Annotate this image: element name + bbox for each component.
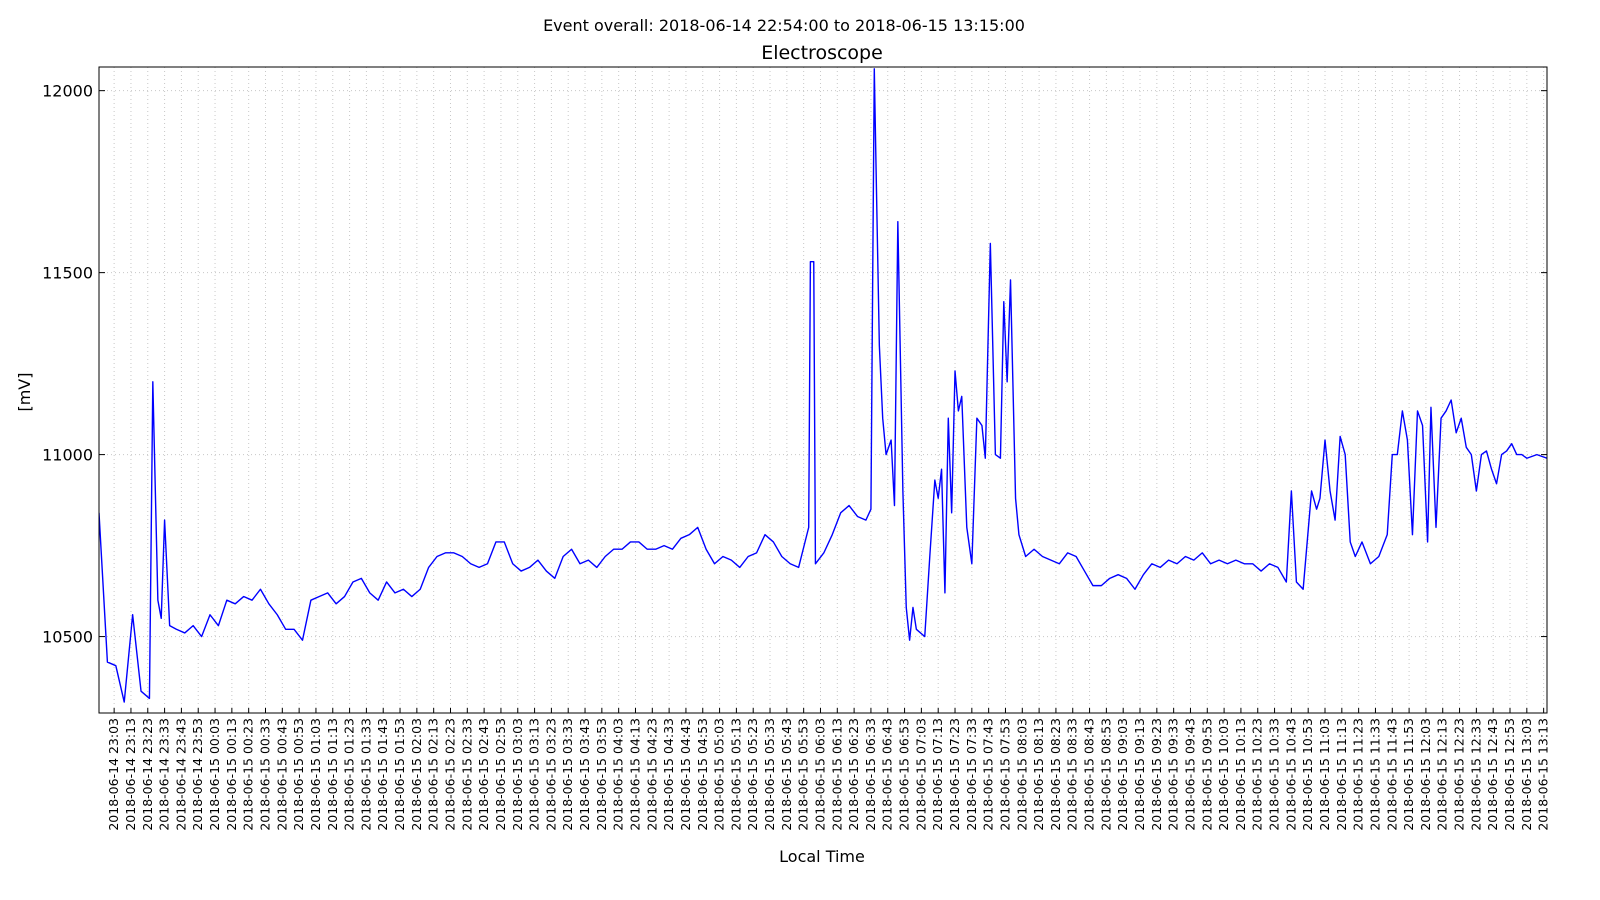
x-tick-label: 2018-06-15 02:43 (476, 718, 491, 831)
x-tick-label: 2018-06-15 11:13 (1334, 718, 1349, 831)
x-tick-label: 2018-06-15 01:53 (392, 718, 407, 831)
x-tick-label: 2018-06-15 00:03 (207, 718, 222, 831)
x-tick-label: 2018-06-15 07:33 (964, 718, 979, 831)
x-tick-label: 2018-06-15 06:23 (846, 718, 861, 831)
x-tick-label: 2018-06-15 09:13 (1132, 718, 1147, 831)
x-tick-label: 2018-06-15 12:13 (1435, 718, 1450, 831)
x-tick-label: 2018-06-15 05:33 (762, 718, 777, 831)
x-tick-label: 2018-06-15 03:33 (560, 718, 575, 831)
x-tick-label: 2018-06-15 04:03 (611, 718, 626, 831)
x-tick-label: 2018-06-15 05:23 (745, 718, 760, 831)
plot-frame (98, 66, 1548, 714)
x-tick-label: 2018-06-15 06:03 (812, 718, 827, 831)
x-tick-label: 2018-06-15 12:43 (1485, 718, 1500, 831)
x-tick-label: 2018-06-14 23:53 (190, 718, 205, 831)
x-tick-label: 2018-06-15 11:33 (1367, 718, 1382, 831)
x-tick-label: 2018-06-15 06:13 (829, 718, 844, 831)
y-axis-label: [mV] (15, 372, 34, 411)
x-tick-label: 2018-06-14 23:33 (157, 718, 172, 831)
x-tick-label: 2018-06-15 03:43 (577, 718, 592, 831)
x-tick-label: 2018-06-15 07:03 (913, 718, 928, 831)
x-tick-label: 2018-06-15 08:43 (1082, 718, 1097, 831)
x-tick-label: 2018-06-15 07:53 (997, 718, 1012, 831)
x-tick-label: 2018-06-15 03:03 (510, 718, 525, 831)
x-tick-label: 2018-06-15 02:13 (426, 718, 441, 831)
x-tick-label: 2018-06-15 06:33 (863, 718, 878, 831)
x-tick-label: 2018-06-15 01:23 (342, 718, 357, 831)
x-tick-label: 2018-06-15 09:33 (1166, 718, 1181, 831)
x-tick-label: 2018-06-15 10:13 (1233, 718, 1248, 831)
x-tick-label: 2018-06-15 07:23 (947, 718, 962, 831)
x-tick-label: 2018-06-15 09:53 (1199, 718, 1214, 831)
x-tick-label: 2018-06-15 13:13 (1536, 718, 1551, 831)
x-tick-label: 2018-06-15 07:43 (981, 718, 996, 831)
x-tick-label: 2018-06-15 13:03 (1519, 718, 1534, 831)
x-tick-label: 2018-06-15 09:23 (1149, 718, 1164, 831)
x-tick-label: 2018-06-15 11:43 (1384, 718, 1399, 831)
x-tick-label: 2018-06-15 11:23 (1351, 718, 1366, 831)
x-tick-label: 2018-06-15 00:13 (224, 718, 239, 831)
x-tick-label: 2018-06-15 02:33 (459, 718, 474, 831)
x-tick-label: 2018-06-15 01:13 (325, 718, 340, 831)
y-tick-label: 10500 (42, 628, 93, 647)
x-tick-label: 2018-06-15 10:03 (1216, 718, 1231, 831)
x-tick-label: 2018-06-14 23:23 (140, 718, 155, 831)
x-tick-label: 2018-06-15 12:33 (1468, 718, 1483, 831)
x-tick-label: 2018-06-15 00:43 (274, 718, 289, 831)
x-tick-label: 2018-06-15 02:03 (409, 718, 424, 831)
x-tick-label: 2018-06-15 12:03 (1418, 718, 1433, 831)
x-tick-label: 2018-06-15 07:13 (930, 718, 945, 831)
x-tick-label: 2018-06-15 01:43 (375, 718, 390, 831)
x-tick-label: 2018-06-15 09:43 (1182, 718, 1197, 831)
chart-title: Electroscope (761, 42, 883, 64)
x-tick-label: 2018-06-15 04:23 (644, 718, 659, 831)
x-tick-label: 2018-06-15 11:53 (1401, 718, 1416, 831)
x-tick-label: 2018-06-15 11:03 (1317, 718, 1332, 831)
x-tick-label: 2018-06-15 06:53 (897, 718, 912, 831)
x-tick-label: 2018-06-15 10:53 (1300, 718, 1315, 831)
x-tick-label: 2018-06-15 08:03 (1014, 718, 1029, 831)
x-tick-label: 2018-06-15 03:13 (527, 718, 542, 831)
y-tick-label: 11500 (42, 264, 93, 283)
x-tick-label: 2018-06-15 04:33 (661, 718, 676, 831)
x-tick-label: 2018-06-15 04:13 (627, 718, 642, 831)
x-tick-label: 2018-06-15 01:33 (358, 718, 373, 831)
suptitle: Event overall: 2018-06-14 22:54:00 to 20… (543, 16, 1025, 35)
x-tick-label: 2018-06-15 10:23 (1250, 718, 1265, 831)
x-tick-label: 2018-06-15 06:43 (880, 718, 895, 831)
x-axis-label: Local Time (779, 847, 865, 866)
x-tick-label: 2018-06-15 08:13 (1031, 718, 1046, 831)
x-tick-label: 2018-06-15 03:23 (543, 718, 558, 831)
x-tick-label: 2018-06-14 23:43 (173, 718, 188, 831)
x-tick-label: 2018-06-15 05:53 (796, 718, 811, 831)
x-tick-label: 2018-06-15 04:53 (695, 718, 710, 831)
data-line (99, 68, 1547, 703)
x-tick-label: 2018-06-15 05:43 (779, 718, 794, 831)
x-tick-label: 2018-06-15 10:33 (1267, 718, 1282, 831)
x-tick-label: 2018-06-15 10:43 (1283, 718, 1298, 831)
x-tick-label: 2018-06-15 02:53 (493, 718, 508, 831)
x-tick-label: 2018-06-15 04:43 (678, 718, 693, 831)
y-tick-label: 11000 (42, 446, 93, 465)
x-tick-label: 2018-06-15 08:23 (1048, 718, 1063, 831)
x-tick-label: 2018-06-15 12:53 (1502, 718, 1517, 831)
x-tick-label: 2018-06-14 23:13 (123, 718, 138, 831)
x-tick-label: 2018-06-15 08:53 (1098, 718, 1113, 831)
x-tick-label: 2018-06-15 03:53 (594, 718, 609, 831)
x-tick-label: 2018-06-15 00:33 (257, 718, 272, 831)
x-tick-label: 2018-06-15 00:53 (291, 718, 306, 831)
x-tick-label: 2018-06-15 12:23 (1452, 718, 1467, 831)
x-tick-label: 2018-06-15 05:03 (712, 718, 727, 831)
x-tick-label: 2018-06-14 23:03 (106, 718, 121, 831)
x-tick-label: 2018-06-15 09:03 (1115, 718, 1130, 831)
y-tick-label: 12000 (42, 82, 93, 101)
x-tick-label: 2018-06-15 05:13 (728, 718, 743, 831)
x-tick-label: 2018-06-15 08:33 (1065, 718, 1080, 831)
x-tick-label: 2018-06-15 00:23 (241, 718, 256, 831)
x-tick-label: 2018-06-15 02:23 (442, 718, 457, 831)
x-tick-label: 2018-06-15 01:03 (308, 718, 323, 831)
